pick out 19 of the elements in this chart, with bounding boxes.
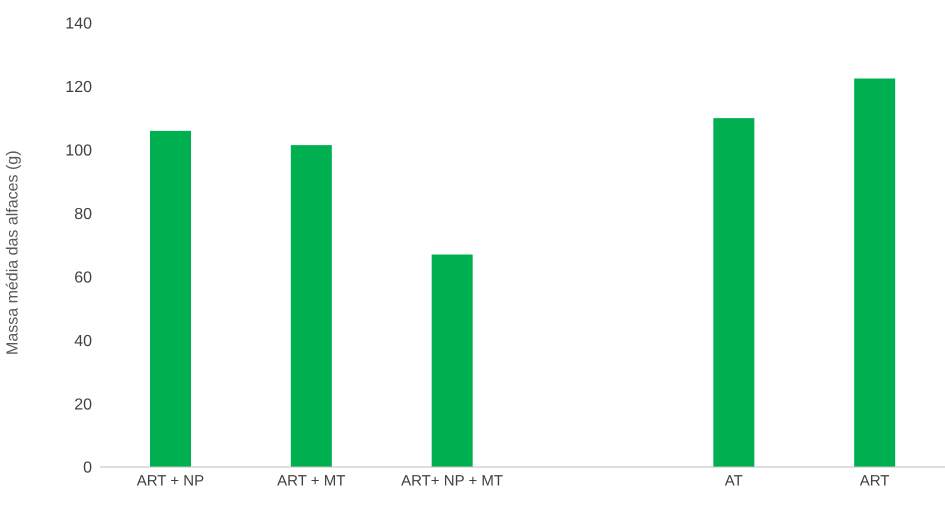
bar <box>150 130 191 467</box>
y-tick-label: 40 <box>74 332 92 350</box>
y-tick-label: 120 <box>65 79 92 96</box>
bar <box>854 78 896 467</box>
y-tick-label: 60 <box>74 269 92 286</box>
y-tick-label: 0 <box>83 460 92 477</box>
y-tick-label: 80 <box>74 206 92 223</box>
y-tick-label: 100 <box>65 142 92 160</box>
x-tick-label: ART + NP <box>136 472 204 490</box>
bar <box>432 254 473 467</box>
x-tick-label: AT <box>724 472 743 490</box>
x-tick-label: ART <box>860 472 890 490</box>
y-tick-label: 140 <box>65 16 92 33</box>
bar <box>290 145 332 467</box>
x-tick-label: ART+ NP + MT <box>401 472 504 490</box>
x-tick-label: ART + MT <box>277 472 346 490</box>
y-axis-title: Massa média das alfaces (g) <box>4 150 22 355</box>
y-tick-label: 20 <box>74 396 92 414</box>
bar <box>713 118 754 467</box>
